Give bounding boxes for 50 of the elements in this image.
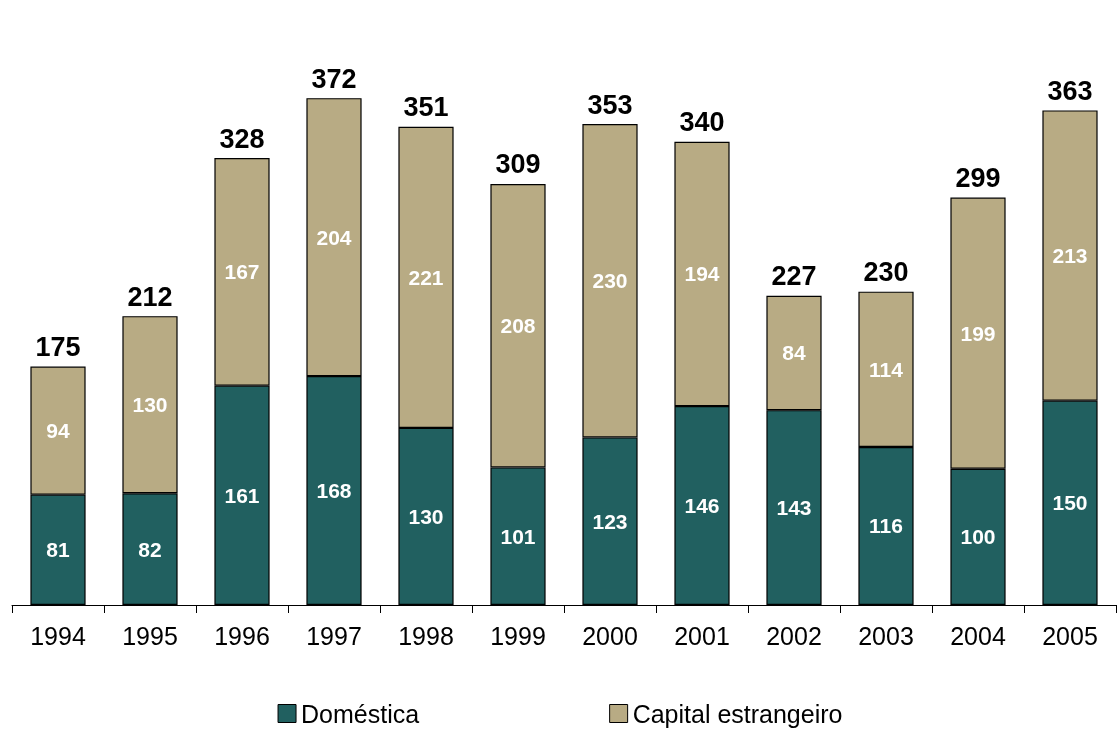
data-label: 100: [960, 525, 996, 549]
x-tick-label: 2003: [858, 621, 914, 650]
data-label: 114: [869, 357, 904, 381]
data-label: 130: [132, 393, 168, 417]
x-tick-label: 2001: [674, 621, 730, 650]
data-label: 116: [869, 514, 903, 538]
x-tick-label: 1999: [490, 621, 546, 650]
data-label: 167: [224, 260, 260, 284]
data-label: 101: [500, 524, 536, 548]
total-label: 351: [403, 92, 449, 123]
data-label: 130: [408, 504, 444, 528]
data-label: 208: [500, 314, 536, 338]
data-label: 84: [782, 341, 806, 365]
total-label: 309: [495, 149, 541, 180]
x-tick-label: 1998: [398, 621, 454, 650]
legend-label: Doméstica: [301, 699, 420, 728]
data-label: 123: [592, 509, 628, 533]
x-tick-label: 2005: [1042, 621, 1098, 650]
total-label: 230: [863, 257, 909, 288]
data-label: 81: [46, 538, 70, 562]
data-label: 230: [592, 269, 628, 293]
data-label: 82: [138, 537, 162, 561]
x-tick-label: 1995: [122, 621, 178, 650]
x-tick-label: 1996: [214, 621, 270, 650]
data-label: 94: [46, 419, 70, 443]
total-label: 328: [219, 123, 265, 154]
data-label: 194: [684, 262, 720, 286]
x-tick-label: 1994: [30, 621, 86, 650]
data-label: 150: [1052, 491, 1088, 515]
x-tick-label: 2002: [766, 621, 822, 650]
total-label: 372: [311, 63, 357, 94]
data-label: 143: [776, 496, 812, 520]
data-label: 199: [960, 321, 996, 345]
x-tick-label: 2000: [582, 621, 638, 650]
data-label: 168: [316, 479, 352, 503]
legend-label: Capital estrangeiro: [632, 699, 843, 728]
total-label: 227: [771, 261, 817, 292]
total-label: 363: [1047, 75, 1093, 106]
data-label: 161: [224, 483, 260, 507]
total-label: 340: [679, 107, 725, 138]
data-label: 146: [684, 494, 720, 518]
data-label: 213: [1052, 244, 1088, 268]
total-label: 299: [955, 163, 1001, 194]
total-label: 212: [127, 281, 173, 312]
total-label: 353: [587, 89, 633, 120]
data-label: 204: [316, 225, 352, 249]
data-label: 221: [408, 265, 444, 289]
total-label: 175: [35, 332, 81, 363]
x-tick-label: 2004: [950, 621, 1006, 650]
x-tick-label: 1997: [306, 621, 362, 650]
